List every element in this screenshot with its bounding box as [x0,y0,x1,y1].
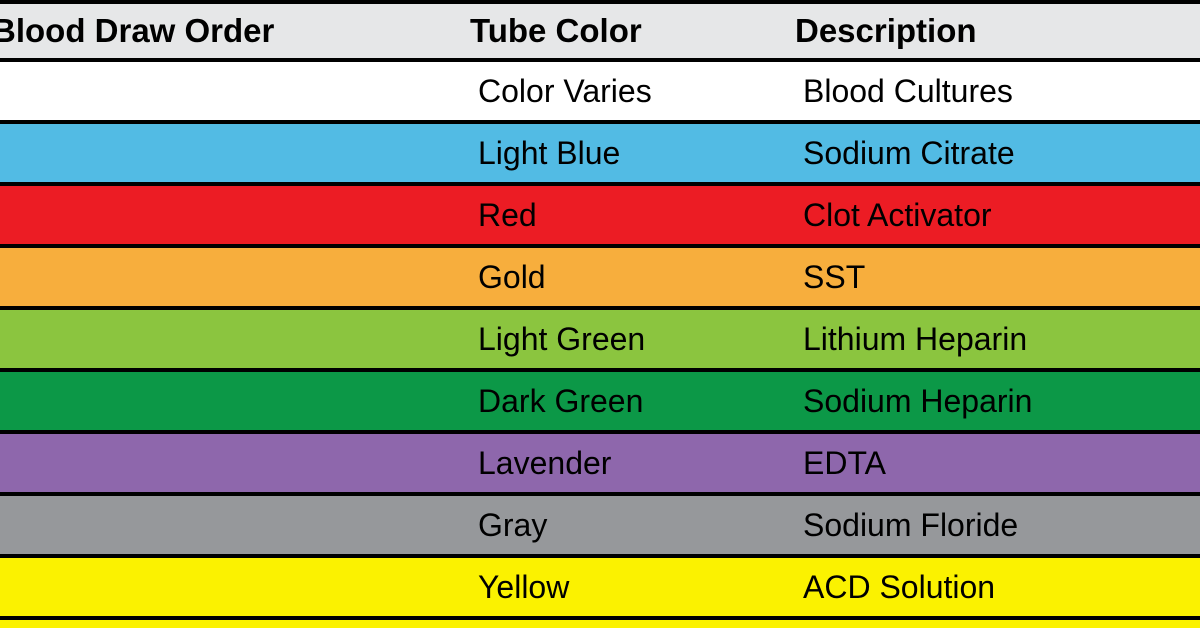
table-row: Red Clot Activator [0,186,1200,244]
tube-color-cell: Gold [478,258,546,295]
column-header-blood-draw-order: Blood Draw Order [0,12,275,49]
description-cell: Lithium Heparin [803,320,1028,357]
header-separator [0,58,1200,62]
description-cell: Sodium Heparin [803,382,1033,419]
tube-color-cell: Gray [478,506,548,543]
description-cell: Sodium Citrate [803,134,1015,171]
tube-color-cell: Red [478,196,537,233]
table-bottom-border [0,616,1200,620]
description-cell: EDTA [803,444,886,481]
table-row: Gray Sodium Floride [0,496,1200,554]
table-row: Yellow ACD Solution [0,558,1200,616]
table-row: Lavender EDTA [0,434,1200,492]
table-row: Color Varies Blood Cultures [0,62,1200,120]
row-separator [0,306,1200,310]
table-row: Light Green Lithium Heparin [0,310,1200,368]
description-cell: Blood Cultures [803,72,1013,109]
row-separator [0,368,1200,372]
description-cell: SST [803,258,866,295]
table-body: Color Varies Blood Cultures Light Blue S… [0,62,1200,616]
description-cell: Clot Activator [803,196,992,233]
row-separator [0,244,1200,248]
cropped-next-row-sliver [0,620,1200,628]
tube-color-cell: Light Blue [478,134,621,171]
table-header-row: Blood Draw Order Tube Color Description [0,4,1200,58]
description-cell: Sodium Floride [803,506,1019,543]
tube-color-cell: Light Green [478,320,646,357]
row-separator [0,430,1200,434]
description-cell: ACD Solution [803,568,996,605]
column-header-description: Description [795,12,977,49]
column-header-tube-color: Tube Color [470,12,642,49]
row-separator [0,120,1200,124]
tube-color-cell: Color Varies [478,72,652,109]
table-top-border [0,0,1200,4]
tube-color-cell: Lavender [478,444,612,481]
tube-color-cell: Dark Green [478,382,644,419]
table-row: Gold SST [0,248,1200,306]
table-row: Light Blue Sodium Citrate [0,124,1200,182]
tube-color-cell: Yellow [478,568,570,605]
row-separator [0,492,1200,496]
row-separator [0,554,1200,558]
table-row: Dark Green Sodium Heparin [0,372,1200,430]
row-separator [0,182,1200,186]
